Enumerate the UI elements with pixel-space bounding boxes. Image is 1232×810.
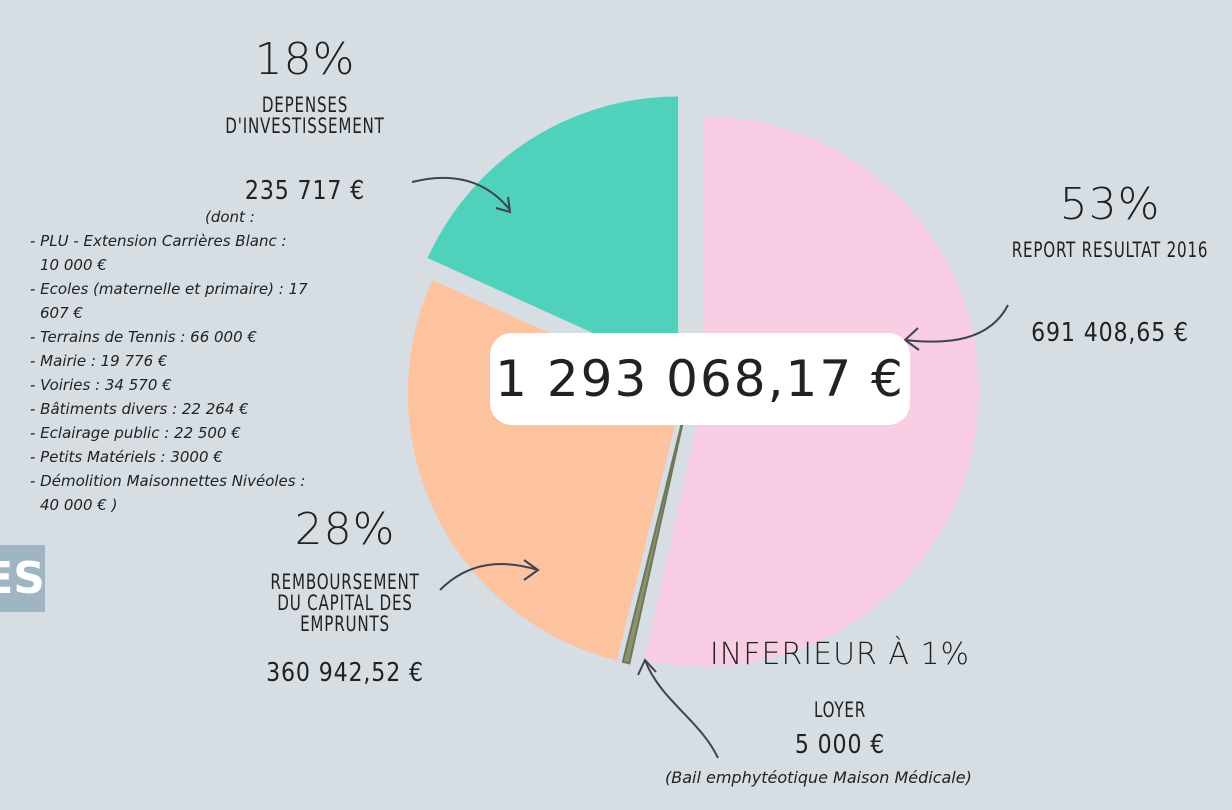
percent-label: 28%: [294, 504, 396, 555]
note-list: - PLU - Extension Carrières Blanc : 10 0…: [30, 229, 310, 517]
category-label: REPORT RESULTAT 2016: [1011, 238, 1209, 262]
percent-label: 53%: [1059, 179, 1161, 230]
note-item: - PLU - Extension Carrières Blanc : 10 0…: [30, 232, 287, 274]
arrow: [904, 304, 1009, 343]
value-label: 360 942,52 €: [266, 658, 424, 688]
category-label: DEPENSES D'INVESTISSEMENT: [225, 93, 385, 138]
total-label: 1 293 068,17 €: [490, 333, 910, 425]
value-label: 5 000 €: [794, 730, 886, 760]
value-label: 235 717 €: [244, 176, 366, 206]
side-text: ES: [0, 545, 45, 612]
arrow-head: [637, 658, 657, 676]
percent-label: 18%: [254, 34, 356, 85]
note-item: - Eclairage public : 22 500 €: [30, 424, 241, 442]
loyer-note: (Bail emphytéotique Maison Médicale): [665, 768, 972, 787]
arrow-head: [523, 559, 540, 581]
arrow: [439, 563, 539, 591]
category-label: REMBOURSEMENT DU CAPITAL DES EMPRUNTS: [270, 570, 420, 636]
pie-slice: [621, 394, 690, 665]
arrow: [644, 659, 719, 759]
percent-label: INFERIEUR À 1%: [709, 637, 971, 672]
arrows: [411, 176, 1009, 759]
arrow-head: [495, 196, 512, 214]
note-item: - Ecoles (maternelle et primaire) : 17 6…: [30, 280, 308, 322]
value-label: 691 408,65 €: [1031, 318, 1189, 348]
note-item: - Démolition Maisonnettes Nivéoles : 40 …: [30, 472, 306, 514]
arrow-head: [903, 327, 920, 351]
pie-slice: [427, 96, 679, 372]
arrow: [411, 176, 511, 211]
note-item: - Mairie : 19 776 €: [30, 352, 168, 370]
note-item: - Petits Matériels : 3000 €: [30, 448, 223, 466]
note-intro: (dont :: [205, 208, 255, 226]
note-item: - Terrains de Tennis : 66 000 €: [30, 328, 257, 346]
category-label: LOYER: [813, 698, 867, 722]
note-item: - Voiries : 34 570 €: [30, 376, 172, 394]
note-item: - Bâtiments divers : 22 264 €: [30, 400, 249, 418]
